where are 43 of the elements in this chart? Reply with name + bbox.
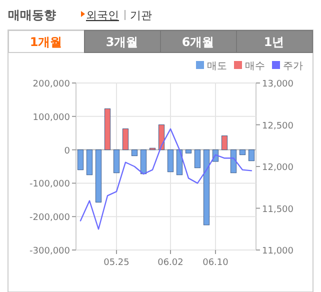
legend-label: 매도 bbox=[207, 61, 227, 72]
y2-tick-label: 11,000 bbox=[262, 246, 294, 256]
bar bbox=[122, 128, 129, 150]
y-tick-label: 200,000 bbox=[32, 80, 70, 90]
bar bbox=[77, 150, 84, 170]
text: 기관 bbox=[130, 9, 152, 22]
line-series bbox=[80, 128, 252, 230]
bar bbox=[203, 150, 210, 226]
bar bbox=[86, 150, 93, 176]
legend-label: 주가 bbox=[283, 61, 303, 72]
bar bbox=[230, 150, 237, 174]
bar bbox=[221, 136, 228, 150]
y-tick-label: 0 bbox=[64, 146, 70, 156]
bar bbox=[194, 150, 201, 168]
bar bbox=[113, 150, 120, 174]
x-tick-label: 05.25 bbox=[104, 258, 130, 268]
y2-tick-label: 12,000 bbox=[262, 163, 294, 173]
legend-label: 매수 bbox=[245, 61, 265, 72]
y2-tick-label: 13,000 bbox=[262, 80, 294, 90]
bar bbox=[104, 108, 111, 150]
bar bbox=[95, 150, 102, 202]
bar bbox=[158, 124, 165, 150]
x-tick-label: 06.02 bbox=[158, 258, 184, 268]
y-tick-label: -300,000 bbox=[30, 246, 70, 256]
bar bbox=[248, 150, 255, 162]
bar bbox=[176, 150, 183, 176]
bar bbox=[131, 150, 138, 156]
y-tick-label: -200,000 bbox=[30, 213, 70, 224]
bar bbox=[239, 150, 246, 156]
bar bbox=[167, 150, 174, 172]
x-tick-label: 06.10 bbox=[202, 258, 229, 268]
bar bbox=[140, 150, 147, 174]
text: 외국인 bbox=[86, 9, 119, 22]
y2-tick-label: 12,500 bbox=[262, 121, 294, 132]
text: 3개월 bbox=[106, 35, 138, 49]
y-tick-label: -100,000 bbox=[30, 180, 70, 190]
text: 1개월 bbox=[30, 35, 62, 49]
bar bbox=[185, 150, 192, 154]
text: 6개월 bbox=[182, 35, 214, 49]
y-tick-label: 100,000 bbox=[32, 112, 70, 123]
y2-tick-label: 11,500 bbox=[262, 204, 294, 215]
chart-title: 매매동향 bbox=[8, 8, 56, 22]
text: 1년 bbox=[264, 35, 284, 49]
